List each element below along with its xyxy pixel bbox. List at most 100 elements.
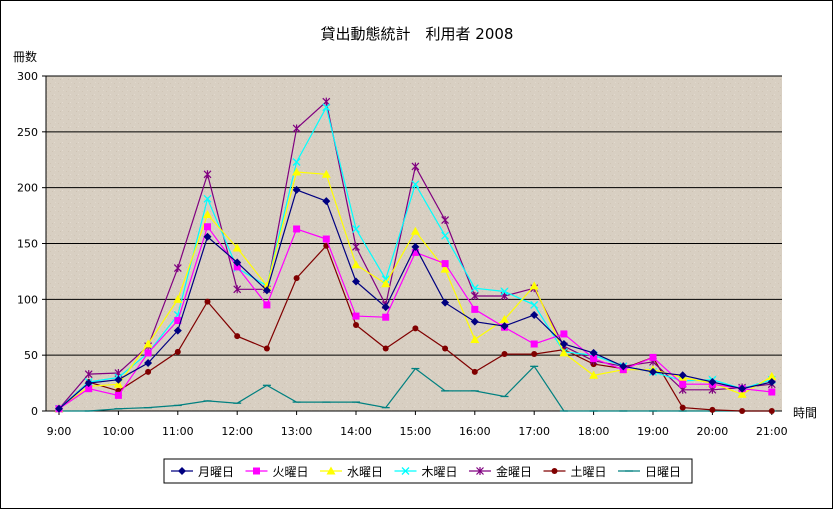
legend-entry: 月曜日	[171, 465, 234, 479]
data-point	[144, 349, 152, 357]
data-point	[529, 281, 539, 290]
data-point	[708, 377, 717, 386]
data-point	[441, 231, 450, 240]
data-point	[233, 263, 241, 271]
legend-marker	[326, 466, 336, 475]
y-tick-label: 150	[17, 238, 38, 251]
data-point	[203, 194, 212, 203]
y-axis-label: 冊数	[13, 49, 37, 64]
series-1	[55, 185, 776, 413]
legend-entry: 土曜日	[543, 465, 607, 479]
data-point	[174, 317, 182, 325]
data-point	[441, 298, 450, 307]
data-point	[143, 339, 153, 348]
data-point	[619, 362, 628, 371]
data-point	[114, 391, 122, 399]
data-point	[767, 371, 777, 380]
data-point	[203, 232, 212, 241]
data-point	[233, 258, 242, 267]
data-point	[144, 358, 153, 367]
data-point	[352, 242, 360, 251]
data-point	[262, 286, 271, 295]
data-point	[737, 389, 747, 398]
data-point	[442, 345, 449, 352]
data-point	[203, 209, 212, 218]
y-tick-label: 250	[17, 126, 38, 139]
data-point	[173, 294, 183, 303]
data-point	[501, 351, 508, 358]
data-point	[559, 340, 568, 348]
data-point	[85, 385, 93, 393]
data-point	[321, 169, 331, 178]
data-point	[382, 345, 389, 352]
data-point	[173, 326, 182, 335]
data-point	[500, 322, 509, 331]
y-tick-label: 0	[31, 405, 38, 418]
data-point	[410, 226, 420, 235]
data-point	[559, 348, 569, 357]
legend-entry: 火曜日	[245, 465, 309, 479]
series-7	[55, 365, 776, 412]
x-tick-label: 14:00	[340, 425, 372, 438]
data-point	[352, 312, 360, 320]
data-point	[293, 275, 300, 282]
data-point	[560, 330, 568, 338]
data-point	[263, 301, 271, 309]
x-tick-label: 19:00	[637, 425, 669, 438]
data-point	[531, 351, 538, 358]
data-point	[293, 225, 301, 233]
legend-label: 金曜日	[496, 464, 532, 479]
data-point	[292, 124, 301, 133]
data-point	[84, 379, 93, 388]
legend-marker	[178, 467, 186, 475]
data-point	[411, 248, 419, 256]
x-tick-label: 18:00	[578, 425, 610, 438]
data-point	[470, 335, 480, 344]
data-point	[173, 264, 182, 273]
legend-label: 月曜日	[198, 465, 234, 479]
data-point	[589, 370, 599, 379]
legend-entry: 金曜日	[469, 464, 532, 479]
data-point	[500, 314, 509, 323]
x-tick-label: 10:00	[103, 425, 135, 438]
y-axis-ticks: 0 50 100 150 200 250 300	[17, 70, 46, 418]
y-tick-label: 300	[17, 70, 38, 83]
legend-marker	[253, 467, 260, 475]
x-tick-label: 12:00	[221, 425, 253, 438]
data-point	[381, 279, 391, 288]
x-tick-label: 13:00	[281, 425, 313, 438]
data-point	[411, 242, 420, 251]
data-point	[470, 291, 479, 300]
x-tick-label: 21:00	[756, 425, 788, 438]
data-point	[292, 185, 301, 194]
legend-label: 火曜日	[273, 465, 309, 479]
data-point	[381, 303, 390, 312]
data-point	[411, 162, 420, 171]
data-point	[471, 305, 479, 313]
legend-marker	[401, 467, 410, 475]
data-point	[352, 225, 360, 233]
legend-label: 日曜日	[645, 465, 681, 479]
data-point	[649, 353, 657, 361]
data-point	[203, 170, 212, 179]
data-point	[739, 408, 746, 414]
data-point	[768, 388, 776, 396]
data-point	[500, 287, 509, 296]
data-point	[440, 264, 450, 273]
legend-label: 水曜日	[347, 465, 383, 479]
legend-entry: 水曜日	[320, 465, 383, 479]
data-point	[262, 281, 272, 290]
data-point	[204, 298, 211, 305]
data-point	[234, 333, 241, 340]
data-point	[292, 167, 302, 176]
data-point	[709, 406, 716, 413]
data-point	[679, 380, 687, 388]
data-point	[530, 310, 539, 319]
data-point	[322, 235, 330, 243]
legend-entry: 日曜日	[618, 465, 681, 479]
data-point	[470, 317, 479, 326]
data-point	[411, 180, 420, 189]
data-point	[352, 277, 360, 286]
legend-entry: 木曜日	[394, 465, 458, 479]
